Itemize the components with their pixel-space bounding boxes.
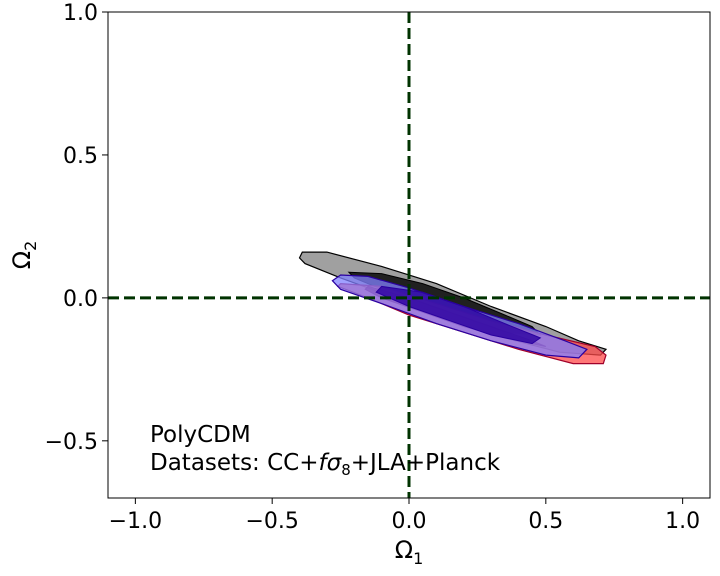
y-axis-label-sub: 2: [21, 241, 40, 251]
x-tick-label: −0.5: [245, 509, 298, 534]
annotation-sigma-sub: 8: [341, 461, 351, 479]
x-axis-ticks: −1.0 −0.5 0.0 0.5 1.0: [109, 498, 700, 534]
annotation-datasets-suffix: +JLA+Planck: [351, 450, 501, 476]
contour-3-inner: [375, 285, 542, 345]
annotation-sigma: σ: [327, 450, 343, 476]
x-tick-label: 0.0: [392, 509, 427, 534]
y-axis-label: Ω2: [8, 241, 40, 270]
y-tick-label: 1.0: [63, 1, 98, 26]
annotation-f: f: [319, 450, 330, 476]
x-axis-label-sub: 1: [413, 549, 423, 568]
x-axis-label-base: Ω: [395, 536, 413, 564]
x-tick-label: 0.5: [528, 509, 563, 534]
contour-layer: [298, 251, 608, 365]
reference-lines: [108, 12, 710, 498]
annotation-datasets: Datasets: CC+fσ8+JLA+Planck: [150, 450, 501, 479]
x-tick-label: −1.0: [109, 509, 162, 534]
y-axis-label-base: Ω: [8, 251, 36, 269]
annotation-model: PolyCDM: [150, 422, 251, 448]
y-tick-label: 0.0: [63, 287, 98, 312]
y-axis-ticks: −0.5 0.0 0.5 1.0: [45, 1, 108, 455]
x-axis-label: Ω1: [395, 536, 424, 568]
y-tick-label: −0.5: [45, 430, 98, 455]
y-tick-label: 0.5: [63, 144, 98, 169]
annotation-datasets-prefix: Datasets: CC+: [150, 450, 319, 476]
x-tick-label: 1.0: [665, 509, 700, 534]
